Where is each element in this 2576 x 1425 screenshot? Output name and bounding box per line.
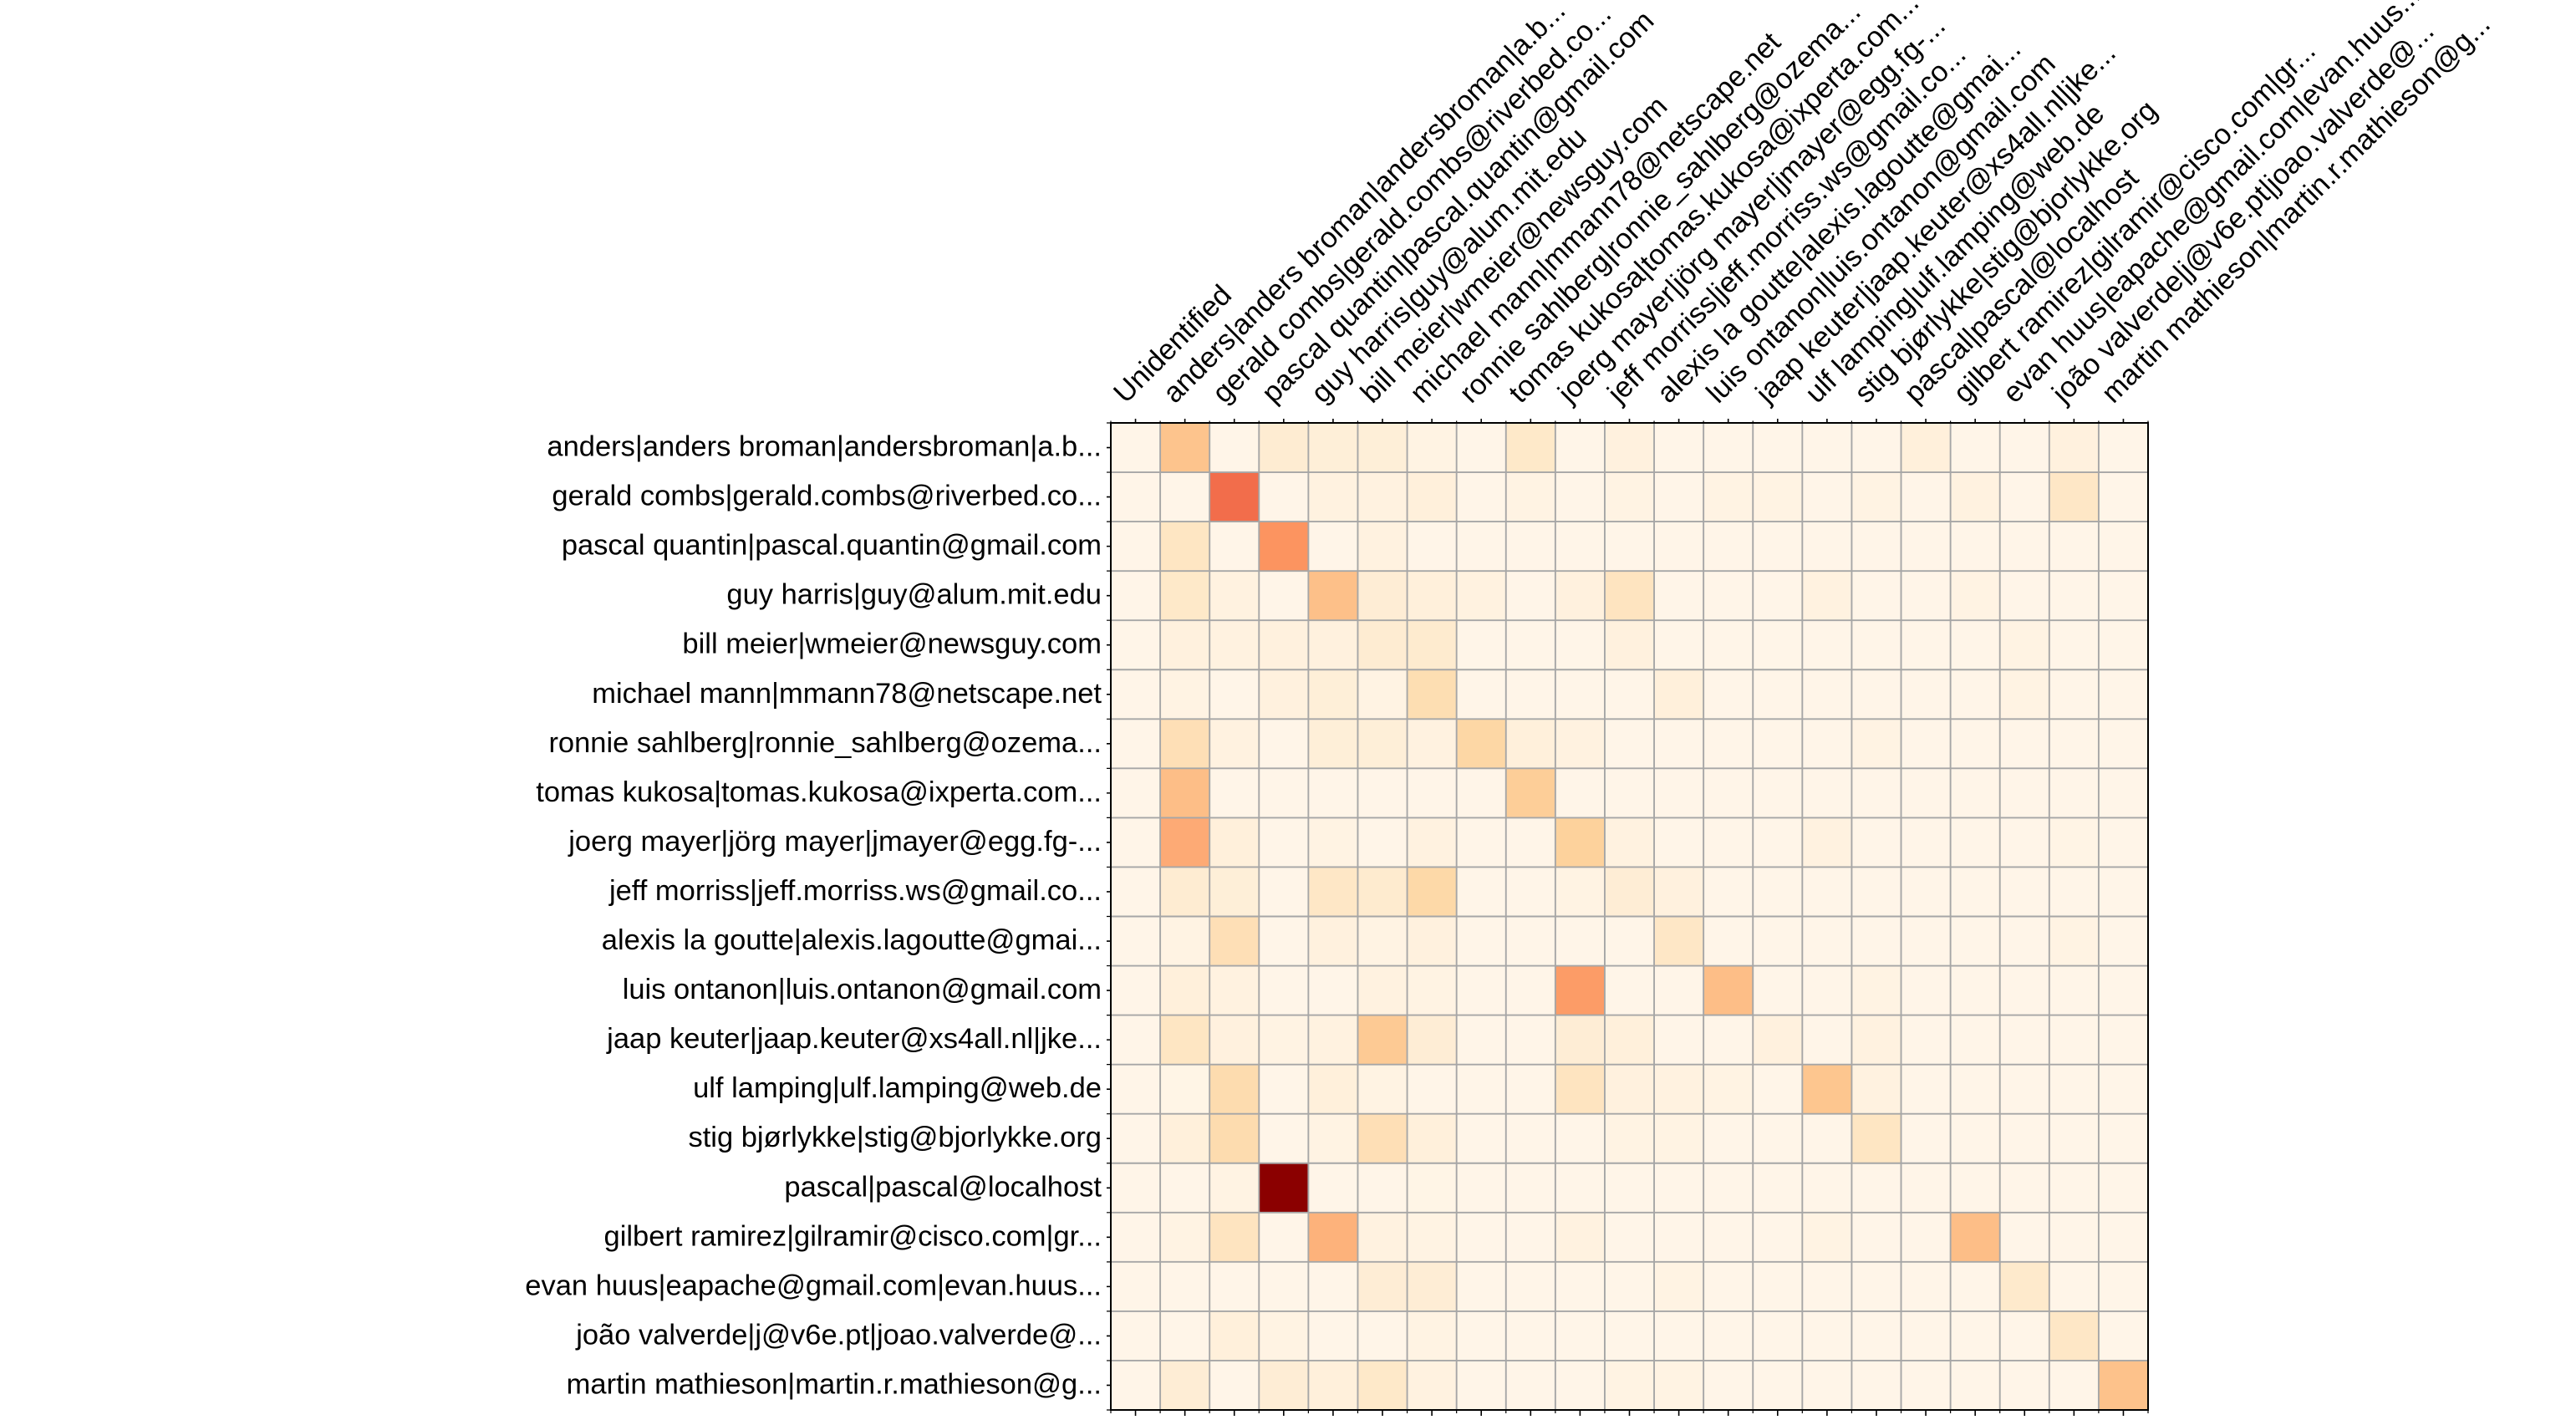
svg-text:tomas kukosa|tomas.kukosa@ixpe: tomas kukosa|tomas.kukosa@ixperta.com... [536, 776, 1102, 808]
svg-text:gilbert ramirez|gilramir@cisco: gilbert ramirez|gilramir@cisco.com|gr... [604, 1220, 1102, 1252]
svg-text:pascal|pascal@localhost: pascal|pascal@localhost [784, 1171, 1102, 1203]
svg-text:pascal quantin|pascal.quantin@: pascal quantin|pascal.quantin@gmail.com [562, 530, 1102, 562]
svg-text:ronnie sahlberg|ronnie_sahlber: ronnie sahlberg|ronnie_sahlberg@ozema... [548, 727, 1102, 759]
svg-text:martin mathieson|martin.r.math: martin mathieson|martin.r.mathieson@g... [567, 1369, 1102, 1401]
svg-text:luis ontanon|luis.ontanon@gmai: luis ontanon|luis.ontanon@gmail.com [623, 974, 1102, 1005]
svg-text:jaap keuter|jaap.keuter@xs4all: jaap keuter|jaap.keuter@xs4all.nl|jke... [606, 1023, 1102, 1055]
svg-text:stig bjørlykke|stig@bjorlykke.: stig bjørlykke|stig@bjorlykke.org [688, 1122, 1102, 1153]
svg-text:guy harris|guy@alum.mit.edu: guy harris|guy@alum.mit.edu [726, 579, 1102, 611]
svg-text:evan huus|eapache@gmail.com|ev: evan huus|eapache@gmail.com|evan.huus... [525, 1270, 1102, 1301]
svg-text:michael mann|mmann78@netscape.: michael mann|mmann78@netscape.net [592, 678, 1102, 710]
svg-text:ulf lamping|ulf.lamping@web.de: ulf lamping|ulf.lamping@web.de [693, 1072, 1102, 1104]
svg-text:anders|anders broman|andersbro: anders|anders broman|andersbroman|a.b... [547, 431, 1102, 463]
svg-text:joerg mayer|jörg mayer|jmayer@: joerg mayer|jörg mayer|jmayer@egg.fg-... [568, 826, 1102, 858]
svg-text:alexis la goutte|alexis.lagout: alexis la goutte|alexis.lagoutte@gmai... [602, 924, 1102, 956]
svg-text:jeff morriss|jeff.morriss.ws@g: jeff morriss|jeff.morriss.ws@gmail.co... [608, 875, 1102, 907]
svg-text:gerald combs|gerald.combs@rive: gerald combs|gerald.combs@riverbed.co... [552, 481, 1102, 512]
svg-text:joão valverde|j@v6e.pt|joao.va: joão valverde|j@v6e.pt|joao.valverde@... [575, 1319, 1102, 1351]
svg-text:bill meier|wmeier@newsguy.com: bill meier|wmeier@newsguy.com [682, 629, 1102, 660]
